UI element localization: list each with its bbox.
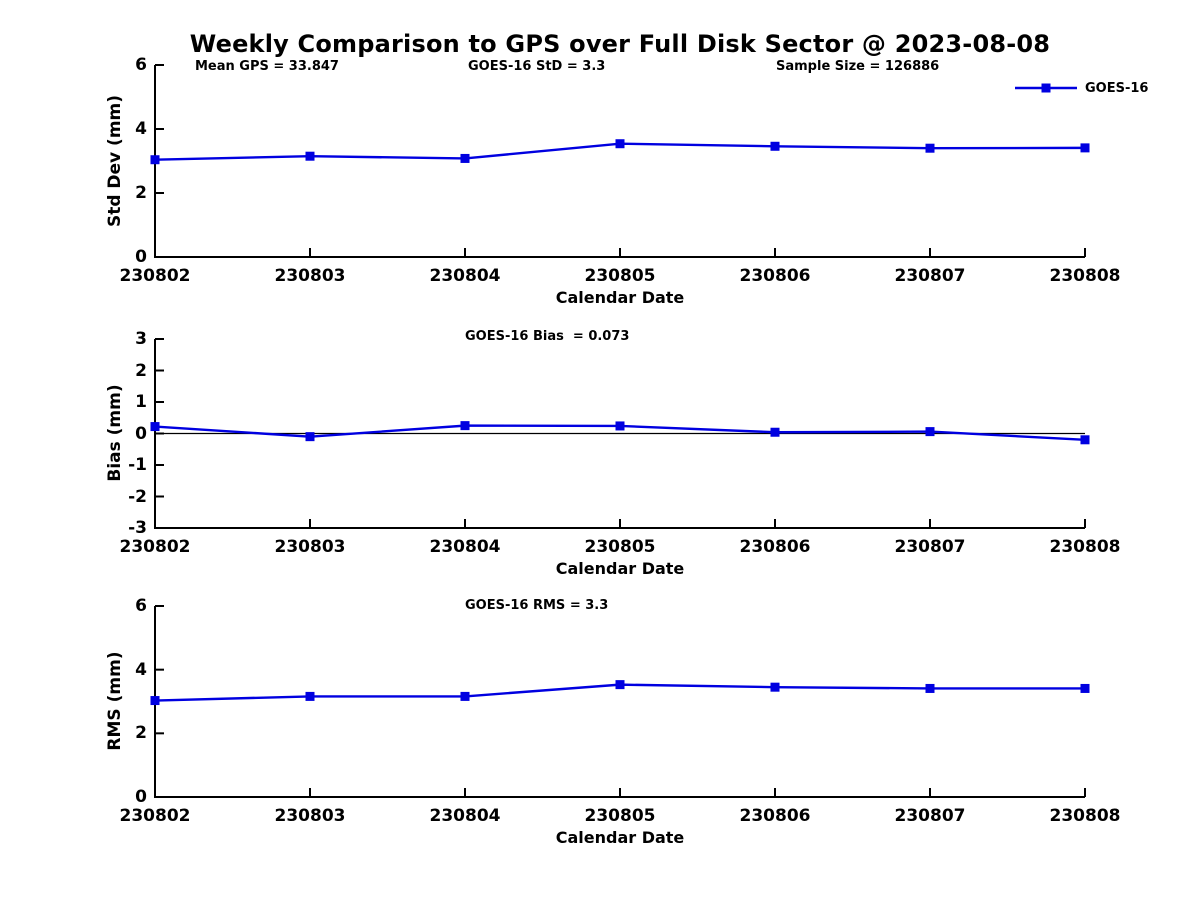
series-marker [615,680,625,690]
x-tick-label: 230802 [119,266,191,286]
series-marker [460,421,470,431]
y-tick-label: 2 [135,361,147,381]
x-axis-label: Calendar Date [555,559,685,578]
y-tick-label: 6 [135,596,147,616]
y-tick-label: 2 [135,723,147,743]
x-axis-label: Calendar Date [555,828,685,847]
y-tick-label: 0 [135,424,147,444]
stat-goes16-std: GOES-16 StD = 3.3 [468,59,606,74]
y-tick-label: 6 [135,55,147,75]
x-tick-label: 230807 [894,266,966,286]
series-marker [150,696,160,706]
y-tick-label: 4 [135,119,147,139]
axis-spines [154,65,1085,258]
x-tick-label: 230808 [1049,537,1121,557]
x-tick-label: 230803 [274,266,346,286]
series-marker [305,151,315,161]
x-tick-label: 230804 [429,806,501,826]
series-marker [460,691,470,701]
y-tick-label: 0 [135,787,147,807]
x-tick-label: 230803 [274,537,346,557]
x-tick-label: 230806 [739,537,811,557]
series-marker [150,422,160,432]
x-tick-label: 230806 [739,266,811,286]
x-tick-label: 230808 [1049,806,1121,826]
y-tick-label: -3 [128,518,147,538]
x-tick-label: 230805 [584,266,656,286]
x-tick-label: 230805 [584,806,656,826]
y-tick-label: -2 [128,487,147,507]
x-tick-label: 230808 [1049,266,1121,286]
series-marker [925,143,935,153]
x-tick-label: 230805 [584,537,656,557]
legend-swatch-icon [1015,83,1077,93]
stat-goes16-rms: GOES-16 RMS = 3.3 [465,598,609,613]
y-axis-label-stddev: Std Dev (mm) [105,94,125,228]
stat-goes16-bias: GOES-16 Bias = 0.073 [465,329,630,344]
series-marker [305,691,315,701]
series-marker [615,421,625,431]
series-marker [305,432,315,442]
x-tick-label: 230802 [119,806,191,826]
series-marker [770,141,780,151]
y-tick-label: 0 [135,247,147,267]
series-marker [150,155,160,165]
stat-mean-gps: Mean GPS = 33.847 [195,59,339,74]
x-tick-label: 230803 [274,806,346,826]
x-tick-label: 230806 [739,806,811,826]
chart-title: Weekly Comparison to GPS over Full Disk … [189,30,1051,58]
x-axis-label: Calendar Date [555,288,685,307]
x-tick-label: 230807 [894,537,966,557]
stat-sample-size: Sample Size = 126886 [776,59,940,74]
series-marker [460,153,470,163]
series-marker [1080,683,1090,693]
x-tick-label: 230804 [429,537,501,557]
x-tick-label: 230807 [894,806,966,826]
legend-label: GOES-16 [1085,80,1149,96]
y-tick-label: 4 [135,660,147,680]
series-marker [925,683,935,693]
series-marker [1080,435,1090,445]
series-marker [615,139,625,149]
x-tick-label: 230802 [119,537,191,557]
legend: GOES-16 [1014,80,1148,96]
y-tick-label: -1 [128,455,147,475]
axis-spines [154,606,1085,798]
y-tick-label: 2 [135,183,147,203]
series-marker [770,427,780,437]
series-marker [925,427,935,437]
series-marker [770,682,780,692]
series-marker [1080,143,1090,153]
y-tick-label: 3 [135,329,147,349]
y-tick-label: 1 [135,392,147,412]
x-tick-label: 230804 [429,266,501,286]
